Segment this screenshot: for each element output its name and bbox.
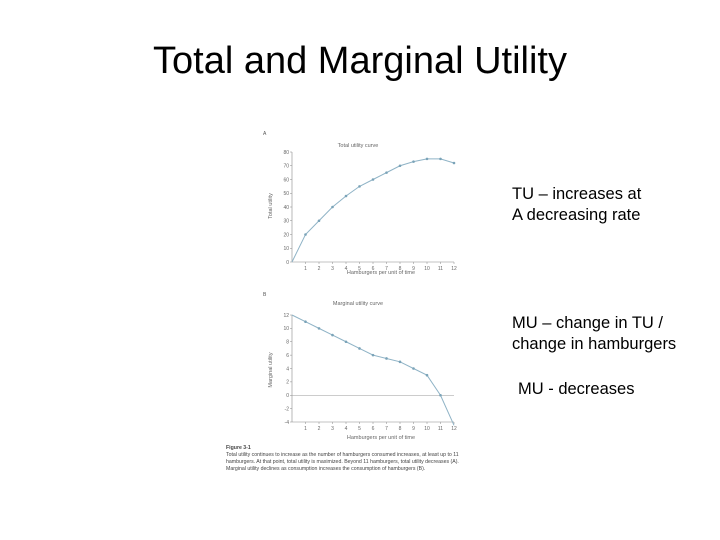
mu-decreases-note: MU - decreases xyxy=(518,380,635,398)
slide-title: Total and Marginal Utility xyxy=(153,40,567,82)
chart-b-xlabel: Hamburgers per unit of time xyxy=(347,435,415,441)
caption-text: Total utility continues to increase as t… xyxy=(226,452,459,472)
chart-a-data-point xyxy=(439,157,442,161)
chart-a-data-point xyxy=(425,157,429,161)
total-utility-chart: A Total utility curve Hamburgers per uni… xyxy=(263,131,457,276)
chart-a-xlabel: Hamburgers per unit of time xyxy=(347,270,415,276)
chart-b-ytick-label: 10 xyxy=(283,326,289,332)
chart-a-ytick-label: 10 xyxy=(283,246,289,252)
chart-b-data-point xyxy=(317,327,321,330)
chart-a-data-point xyxy=(412,160,415,163)
chart-b-xtick-label: 12 xyxy=(451,426,457,432)
chart-b-data-point xyxy=(385,357,388,360)
chart-a-xtick-label: 6 xyxy=(372,266,375,272)
utility-figure: A Total utility curve Hamburgers per uni… xyxy=(263,131,457,441)
chart-a-xtick-label: 11 xyxy=(438,266,443,272)
chart-b-xtick-label: 2 xyxy=(318,426,321,432)
chart-b-title: Marginal utility curve xyxy=(333,301,383,307)
chart-a-data-point xyxy=(371,178,375,181)
chart-a-ytick-label: 40 xyxy=(283,205,289,211)
chart-b-data-point xyxy=(398,360,402,364)
tu-note: TU – increases at A decreasing rate xyxy=(512,184,641,226)
chart-b-series-line xyxy=(291,314,455,426)
chart-a-series-line xyxy=(291,158,455,263)
chart-a-xtick-label: 2 xyxy=(318,266,321,272)
chart-b-ytick-label: 2 xyxy=(286,380,289,386)
chart-a-data-point xyxy=(385,171,388,174)
marginal-utility-chart: B Marginal utility curve Hamburgers per … xyxy=(263,292,457,441)
chart-a-xtick-label: 8 xyxy=(399,266,402,272)
chart-b-data-point xyxy=(371,353,375,357)
chart-b-xtick-label: 10 xyxy=(424,426,430,432)
chart-a-data-point xyxy=(304,233,307,236)
chart-b-ytick-label: 0 xyxy=(286,393,289,399)
chart-a-ytick-label: 80 xyxy=(283,150,289,156)
chart-b-data-point xyxy=(412,367,415,370)
chart-a-data-point xyxy=(452,161,456,165)
chart-a-data-point xyxy=(331,205,334,209)
chart-a-title: Total utility curve xyxy=(338,143,379,149)
tu-note-line-1: TU – increases at xyxy=(512,185,642,203)
tu-note-line-2: A decreasing rate xyxy=(512,206,641,224)
panel-b-label: B xyxy=(263,292,267,298)
chart-a-xtick-label: 7 xyxy=(385,266,388,272)
chart-a-ytick-label: 30 xyxy=(283,219,289,225)
chart-a-ytick-label: 70 xyxy=(283,164,289,170)
chart-b-data-point xyxy=(439,393,442,397)
chart-a-xtick-label: 5 xyxy=(358,266,361,272)
chart-b-xtick-label: 6 xyxy=(372,426,375,432)
figure-caption: Figure 3-1 Total utility continues to in… xyxy=(226,445,472,473)
chart-b-xtick-label: 1 xyxy=(304,426,307,432)
chart-b-data-point xyxy=(358,347,361,350)
chart-b-ytick-label: -2 xyxy=(285,406,290,412)
chart-a-ylabel: Total utility xyxy=(268,193,274,219)
chart-a-data-point xyxy=(358,185,361,188)
chart-a-data-point xyxy=(344,194,348,198)
chart-a-xtick-label: 12 xyxy=(451,266,457,272)
chart-a-ytick-label: 20 xyxy=(283,232,289,238)
chart-b-data-point xyxy=(331,333,334,337)
chart-b-xtick-label: 4 xyxy=(345,426,348,432)
chart-b-xtick-label: 7 xyxy=(385,426,388,432)
chart-a-ytick-label: 50 xyxy=(283,191,289,197)
chart-a-data-point xyxy=(317,219,321,223)
chart-a-data-point xyxy=(398,164,402,168)
chart-b-data-point xyxy=(425,373,429,377)
chart-a-ytick-label: 0 xyxy=(286,260,289,266)
chart-a-xtick-label: 10 xyxy=(424,266,430,272)
chart-b-xtick-label: 3 xyxy=(331,426,334,432)
mu-note-line-1: MU – change in TU / xyxy=(512,314,664,332)
chart-b-ylabel: Marginal utility xyxy=(268,352,274,387)
chart-b-data-point xyxy=(344,340,348,344)
chart-a-ytick-label: 60 xyxy=(283,177,289,183)
chart-b-ytick-label: -4 xyxy=(285,420,290,426)
chart-a-xtick-label: 9 xyxy=(412,266,415,272)
chart-b-ytick-label: 4 xyxy=(286,366,289,372)
chart-a-xtick-label: 1 xyxy=(304,266,307,272)
chart-b-ytick-label: 6 xyxy=(286,353,289,359)
chart-b-ytick-label: 12 xyxy=(283,313,289,319)
chart-a-xtick-label: 3 xyxy=(331,266,334,272)
chart-b-xtick-label: 9 xyxy=(412,426,415,432)
chart-b-ytick-label: 8 xyxy=(286,340,289,346)
chart-b-data-point xyxy=(304,320,307,323)
chart-b-xtick-label: 5 xyxy=(358,426,361,432)
mu-note-line-2: change in hamburgers xyxy=(512,335,677,353)
mu-note: MU – change in TU / change in hamburgers xyxy=(512,313,676,355)
chart-b-xtick-label: 11 xyxy=(438,426,443,432)
panel-a-label: A xyxy=(263,131,267,137)
chart-a-xtick-label: 4 xyxy=(345,266,348,272)
caption-label: Figure 3-1 xyxy=(226,445,251,451)
chart-b-xtick-label: 8 xyxy=(399,426,402,432)
